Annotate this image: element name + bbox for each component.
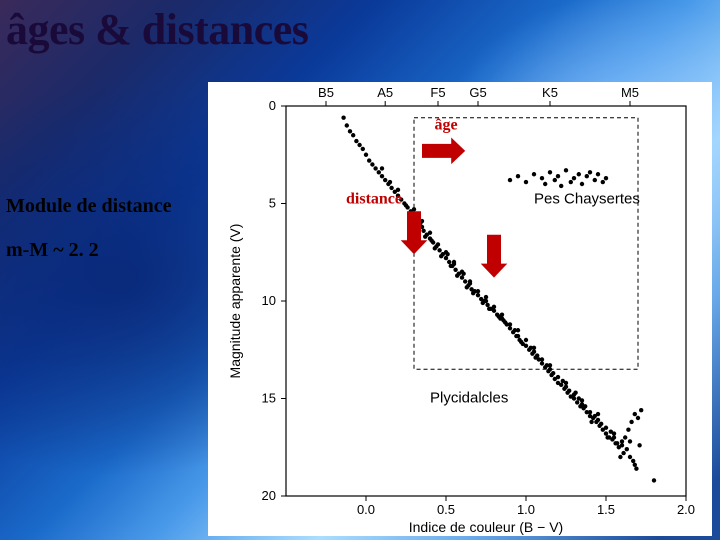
svg-text:0.0: 0.0 bbox=[357, 502, 375, 517]
hr-diagram-chart: 0.0 0.5 1.0 1.5 2.0 0 5 10 15 20 B5 A5 F5 G5 K5 M5 Indic… bbox=[208, 82, 712, 536]
svg-text:K5: K5 bbox=[542, 85, 558, 100]
svg-text:Plycidalcles: Plycidalcles bbox=[430, 389, 508, 406]
svg-text:0: 0 bbox=[269, 98, 276, 113]
svg-text:10: 10 bbox=[262, 293, 276, 308]
svg-text:20: 20 bbox=[262, 488, 276, 503]
svg-text:2.0: 2.0 bbox=[677, 502, 695, 517]
svg-text:15: 15 bbox=[262, 391, 276, 406]
svg-text:0.5: 0.5 bbox=[437, 502, 455, 517]
svg-text:Indice de couleur (B − V): Indice de couleur (B − V) bbox=[409, 519, 563, 535]
svg-text:âge: âge bbox=[434, 116, 457, 133]
svg-text:Pes Chaysertes: Pes Chaysertes bbox=[534, 191, 640, 208]
svg-text:1.0: 1.0 bbox=[517, 502, 535, 517]
svg-text:B5: B5 bbox=[318, 85, 334, 100]
module-line: Module de distance bbox=[6, 190, 172, 222]
svg-text:G5: G5 bbox=[469, 85, 486, 100]
svg-text:distance: distance bbox=[346, 191, 402, 208]
left-text-block: Module de distance m-M ~ 2. 2 bbox=[6, 190, 172, 266]
modulus-line: m-M ~ 2. 2 bbox=[6, 234, 172, 266]
svg-text:Magnitude apparente (V): Magnitude apparente (V) bbox=[227, 224, 243, 379]
svg-text:M5: M5 bbox=[621, 85, 639, 100]
svg-text:1.5: 1.5 bbox=[597, 502, 615, 517]
svg-text:5: 5 bbox=[269, 196, 276, 211]
svg-text:F5: F5 bbox=[430, 85, 445, 100]
svg-text:A5: A5 bbox=[377, 85, 393, 100]
page-title: âges & distances bbox=[6, 4, 308, 55]
